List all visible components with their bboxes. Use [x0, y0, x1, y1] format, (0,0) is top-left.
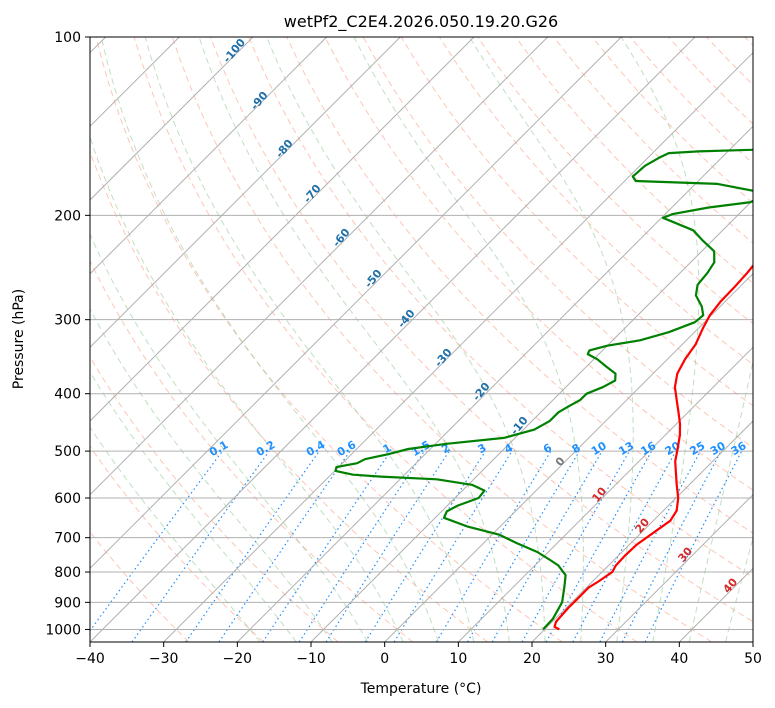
isotherm-line — [90, 37, 328, 275]
mixing-ratio-line — [572, 450, 677, 642]
isobar-gridlines — [90, 37, 753, 630]
dewpoint-profile-line — [334, 148, 753, 631]
x-tick-label: −10 — [296, 651, 326, 667]
dry-adiabat-line — [515, 37, 753, 284]
isotherm-line — [457, 346, 753, 642]
mixing-ratio-line — [298, 450, 425, 642]
x-axis-label: Temperature (°C) — [360, 681, 482, 697]
moist-adiabat-line — [90, 135, 404, 642]
isotherm-line — [384, 272, 753, 642]
plot-frame — [89, 36, 754, 643]
isotherm-line — [90, 37, 696, 642]
moist-adiabat-line — [620, 37, 700, 642]
isotherm-line — [90, 37, 622, 570]
y-tick-label: 200 — [54, 208, 81, 224]
y-tick-label: 900 — [54, 595, 81, 611]
moist-adiabat-line — [90, 426, 261, 642]
moist-adiabat-line — [90, 308, 333, 642]
isotherm-line — [310, 199, 753, 642]
y-tick-label: 400 — [54, 387, 81, 403]
dry-adiabat-line — [286, 37, 753, 534]
y-tick-label: 300 — [54, 313, 81, 329]
isotherm-line — [90, 37, 254, 201]
mixing-ratio-line — [185, 450, 320, 642]
x-tick-label: 50 — [744, 651, 762, 667]
isotherm-line — [236, 125, 753, 642]
x-tick-label: 30 — [597, 651, 615, 667]
mixing-ratio-line — [262, 450, 392, 642]
moist-adiabat-line — [198, 37, 510, 642]
dry-adiabat-line — [95, 37, 563, 642]
skewed-isotherms — [90, 37, 753, 642]
mixing-ratio-line — [435, 450, 552, 642]
temperature-profile-line — [553, 264, 753, 631]
moist-adiabat-line — [144, 37, 475, 642]
moist-adiabat-line — [688, 358, 753, 642]
dry-adiabat-line — [90, 445, 264, 642]
dry-adiabat-line — [324, 37, 753, 491]
dry-adiabat-line — [90, 259, 414, 642]
x-tick-label: 20 — [523, 651, 541, 667]
moist-adiabat-line — [90, 370, 297, 642]
dry-adiabat-line — [248, 37, 753, 578]
isotherm-line — [752, 641, 753, 642]
moist-adiabats — [90, 37, 753, 642]
y-tick-label: 500 — [54, 444, 81, 460]
mixing-ratio-line — [364, 450, 486, 642]
isotherm-line — [531, 420, 753, 642]
profile-series — [334, 148, 753, 631]
y-tick-label: 700 — [54, 531, 81, 547]
moist-adiabat-line — [90, 232, 369, 642]
x-tick-label: 40 — [670, 651, 688, 667]
y-tick-label: 800 — [54, 565, 81, 581]
x-tick-label: −30 — [149, 651, 179, 667]
chart-title: wetPf2_C2E4.2026.050.19.20.G26 — [284, 12, 558, 32]
moist-adiabat-line — [725, 536, 753, 642]
moist-adiabat-line — [266, 37, 546, 642]
isotherm-line — [90, 37, 549, 496]
mixing-ratio-line — [466, 450, 580, 642]
isotherm-line — [90, 37, 401, 349]
mixing-ratio-line — [218, 450, 351, 642]
x-tick-label: 0 — [380, 651, 389, 667]
y-tick-label: 100 — [54, 30, 81, 46]
y-tick-label: 1000 — [45, 622, 81, 638]
isotherm-line — [90, 37, 475, 422]
isotherm-line — [605, 493, 753, 642]
x-tick-label: −20 — [223, 651, 253, 667]
dry-adiabat-line — [171, 37, 712, 642]
y-axis-label: Pressure (hPa) — [11, 289, 27, 389]
x-tick-label: −40 — [75, 651, 105, 667]
x-axis: −40 −30 −20 −10 0 10 20 30 40 50 — [75, 642, 762, 667]
x-tick-label: 10 — [449, 651, 467, 667]
y-tick-label: 600 — [54, 491, 81, 507]
y-axis: 100 200 300 400 500 600 700 800 900 1000 — [45, 30, 90, 638]
dry-adiabat-line — [210, 37, 753, 623]
mixing-ratio-line — [325, 450, 450, 642]
moist-adiabat-line — [100, 37, 439, 642]
isotherm-line — [163, 51, 753, 642]
moist-adiabat-line — [353, 37, 584, 642]
